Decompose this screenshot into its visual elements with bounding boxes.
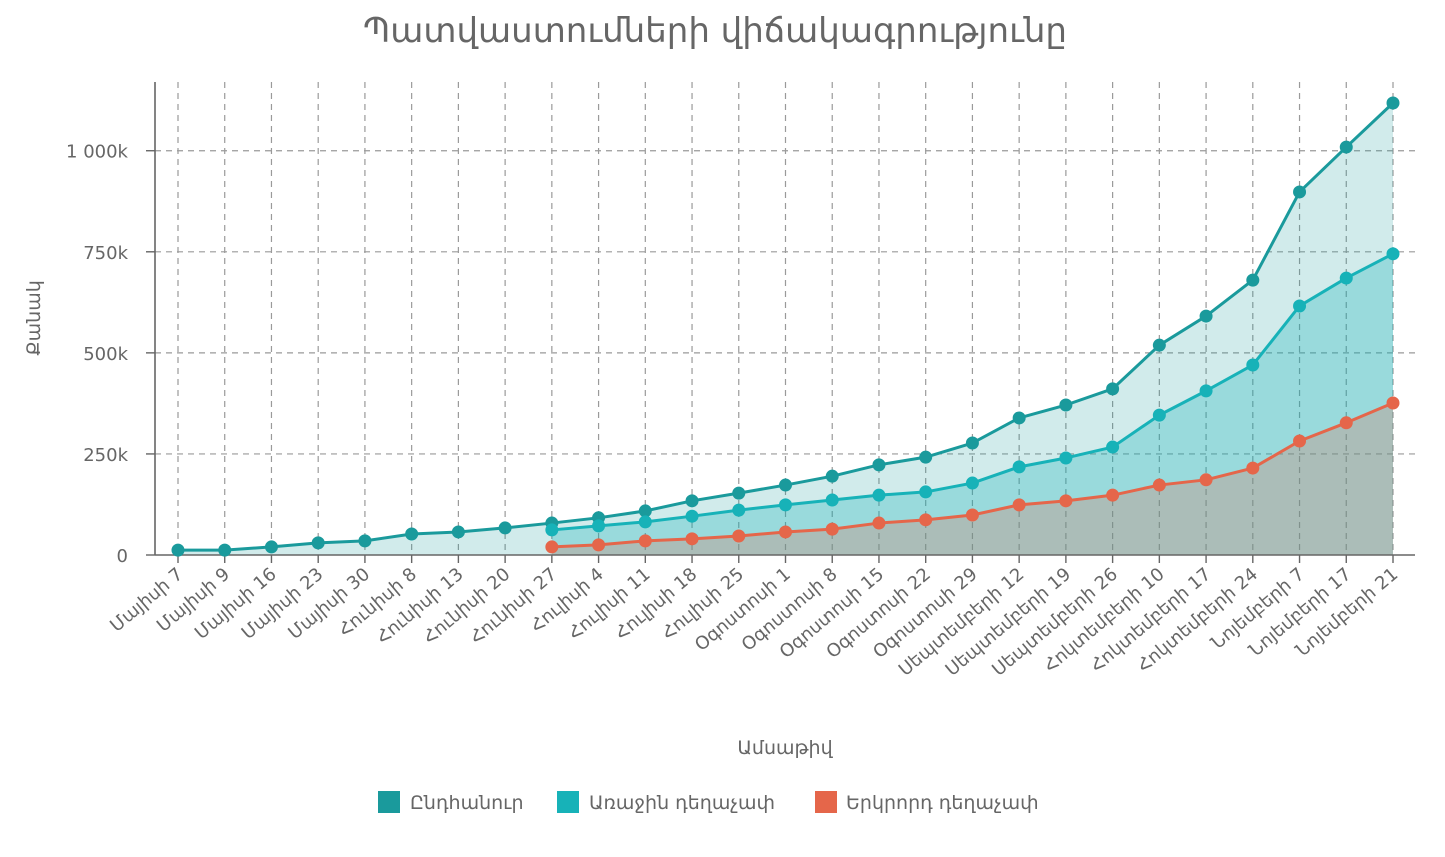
point-total [1199,309,1213,323]
point-first-dose [965,476,979,490]
point-first-dose [1152,408,1166,422]
point-second-dose [1012,498,1026,512]
point-second-dose [1246,461,1260,475]
point-first-dose [638,515,652,529]
point-first-dose [872,488,886,502]
legend-label-first-dose: Առաջին դեղաչափ [589,792,775,814]
point-first-dose [732,503,746,517]
point-second-dose [545,540,559,554]
legend-item-first-dose[interactable]: Առաջին դեղաչափ [557,791,775,814]
point-first-dose [1106,440,1120,454]
legend-swatch-first-dose [557,791,579,813]
y-tick-label: 250k [83,445,128,466]
point-first-dose [1293,299,1307,313]
area-first-dose [551,253,1393,556]
point-total [825,469,839,483]
y-tick-label: 0 [117,546,128,567]
point-first-dose [1059,451,1073,465]
point-first-dose [592,519,606,533]
point-total [919,450,933,464]
y-tick-label: 1 000k [66,142,129,163]
point-second-dose [638,534,652,548]
y-axis-ticks: 0 250k 500k 750k 1 000k [66,142,155,567]
grid [155,82,1415,555]
point-total [1293,185,1307,199]
legend-item-total[interactable]: Ընդհանուր [378,791,523,814]
point-second-dose [1059,494,1073,508]
point-total [779,478,792,492]
point-total [638,504,652,518]
point-second-dose [685,532,699,546]
y-tick-label: 500k [83,344,128,365]
point-total [498,521,512,535]
point-second-dose [1293,434,1307,448]
y-axis-label: Քանակ [23,280,45,355]
point-second-dose [732,529,746,543]
point-total [1059,398,1073,412]
point-second-dose [919,513,933,527]
point-total [1386,96,1400,110]
point-total [1339,140,1353,154]
point-total [1106,382,1120,396]
point-first-dose [825,493,839,507]
point-first-dose [1386,247,1400,261]
point-second-dose [779,525,792,539]
point-total [405,527,419,541]
point-second-dose [1106,488,1120,502]
point-total [311,536,325,550]
point-second-dose [592,538,606,552]
area-second-dose [551,402,1393,555]
legend-item-second-dose[interactable]: Երկրորդ դեղաչափ [815,791,1039,814]
point-first-dose [919,485,933,499]
point-first-dose [779,498,792,512]
point-first-dose [1246,358,1260,372]
legend-swatch-second-dose [815,791,837,813]
point-total [264,540,278,554]
point-total [358,534,372,548]
point-total [1012,411,1026,425]
point-second-dose [1152,478,1166,492]
point-first-dose [545,523,559,537]
y-tick-label: 750k [83,243,128,264]
series-areas [178,103,1393,556]
point-total [685,494,699,508]
point-first-dose [1199,384,1213,398]
point-second-dose [965,508,979,522]
point-first-dose [685,509,699,523]
point-second-dose [825,522,839,536]
point-total [171,543,185,557]
point-second-dose [872,516,886,530]
point-total [1246,273,1260,287]
point-second-dose [1386,396,1400,410]
legend: Ընդհանուր Առաջին դեղաչափ Երկրորդ դեղաչափ [378,791,1039,814]
legend-label-total: Ընդհանուր [410,792,523,814]
point-total [732,486,746,500]
point-total [872,458,886,472]
legend-swatch-total [378,791,400,813]
series-points [171,96,1400,557]
point-total [965,436,979,450]
area-total [178,103,1393,556]
legend-label-second-dose: Երկրորդ դեղաչափ [846,792,1039,814]
point-first-dose [1012,460,1026,474]
point-second-dose [1339,416,1353,430]
point-total [451,525,465,539]
point-total [218,543,232,557]
x-axis-label: Ամսաթիվ [737,737,833,759]
point-first-dose [1339,271,1353,285]
chart-title: Պատվաստումների վիճակագրությունը [363,11,1067,51]
point-second-dose [1199,473,1213,487]
point-total [1152,338,1166,352]
